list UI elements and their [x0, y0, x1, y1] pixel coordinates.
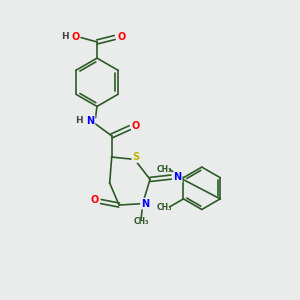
- Text: S: S: [132, 152, 140, 162]
- Text: CH₃: CH₃: [134, 217, 149, 226]
- Text: O: O: [132, 121, 140, 131]
- Text: CH₃: CH₃: [157, 202, 172, 211]
- Text: O: O: [91, 195, 99, 205]
- Text: N: N: [141, 199, 149, 208]
- Text: CH₃: CH₃: [157, 165, 172, 174]
- Text: N: N: [174, 172, 182, 182]
- Text: O: O: [71, 32, 80, 42]
- Text: N: N: [86, 116, 94, 126]
- Text: O: O: [117, 32, 125, 42]
- Text: H: H: [76, 116, 83, 125]
- Text: H: H: [61, 32, 68, 41]
